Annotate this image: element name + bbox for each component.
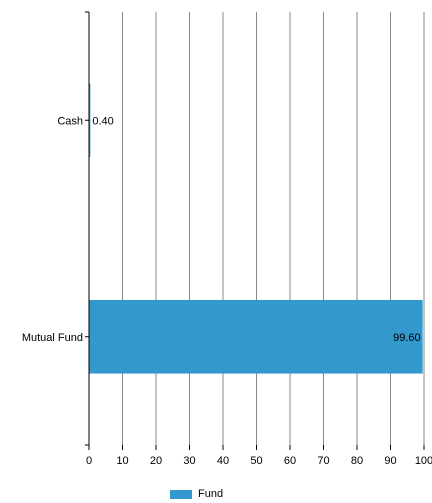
category-label-cash: Cash xyxy=(57,115,83,127)
x-tick-label-60: 60 xyxy=(284,455,296,467)
legend-label-fund: Fund xyxy=(198,488,224,500)
x-tick-label-30: 30 xyxy=(183,455,195,467)
x-tick-label-70: 70 xyxy=(317,455,329,467)
bars xyxy=(89,83,423,374)
axes xyxy=(85,11,425,450)
gridlines xyxy=(122,12,425,445)
category-label-mutual-fund: Mutual Fund xyxy=(22,332,83,344)
legend: Fund xyxy=(170,488,223,500)
x-tick-label-50: 50 xyxy=(250,455,262,467)
value-label-mutual-fund: 99.60 xyxy=(393,332,421,344)
x-tick-label-0: 0 xyxy=(86,455,92,467)
value-label-cash: 0.40 xyxy=(92,115,113,127)
x-tick-label-90: 90 xyxy=(384,455,396,467)
legend-swatch-fund xyxy=(170,489,192,499)
x-tick-label-40: 40 xyxy=(217,455,229,467)
bar-mutual-fund xyxy=(89,299,423,374)
x-tick-label-80: 80 xyxy=(351,455,363,467)
x-tick-label-10: 10 xyxy=(116,455,128,467)
bar-cash xyxy=(89,83,91,158)
x-tick-label-20: 20 xyxy=(150,455,162,467)
labels: 0 10 20 30 40 50 60 70 80 90 100 Cash 0.40 Mutual Fun… xyxy=(22,115,432,467)
x-tick-label-100: 100 xyxy=(415,455,432,467)
